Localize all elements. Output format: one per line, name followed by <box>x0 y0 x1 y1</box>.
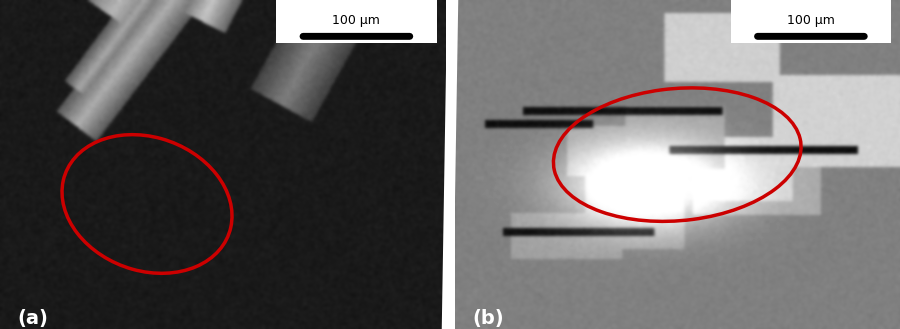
FancyBboxPatch shape <box>276 0 436 43</box>
Text: 100 μm: 100 μm <box>787 14 835 27</box>
Text: (a): (a) <box>18 309 49 328</box>
FancyBboxPatch shape <box>731 0 891 43</box>
Text: 100 μm: 100 μm <box>332 14 381 27</box>
Text: (b): (b) <box>472 309 504 328</box>
